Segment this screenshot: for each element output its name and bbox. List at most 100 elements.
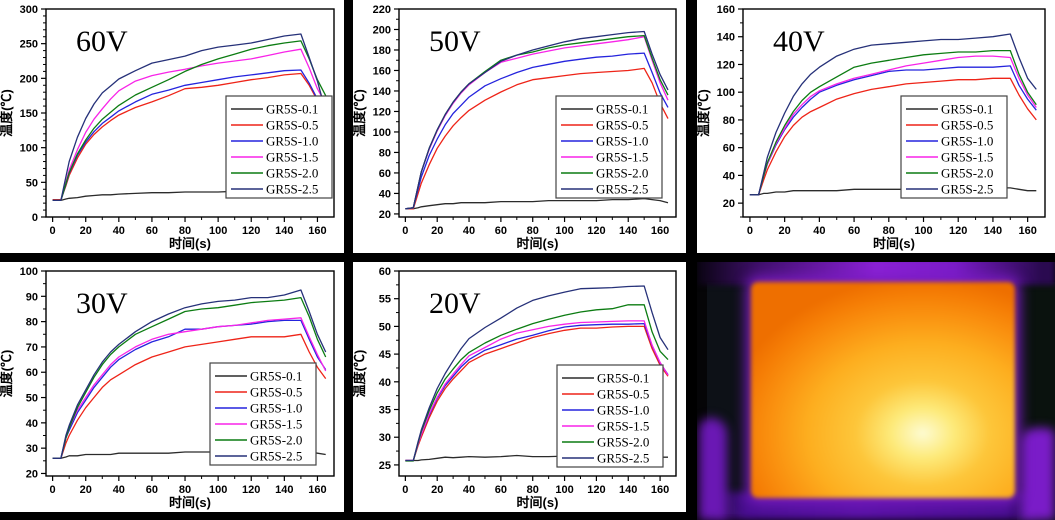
legend-label: GR5S-1.5	[266, 150, 318, 165]
legend: GR5S-0.1GR5S-0.5GR5S-1.0GR5S-1.5GR5S-2.0…	[900, 95, 1008, 199]
x-tick-label: 60	[848, 225, 860, 237]
plot-frame	[398, 8, 677, 218]
series-GR5S-0.5	[405, 67, 669, 210]
y-axis-label: 温度(℃)	[353, 350, 367, 398]
y-tick-label: 250	[20, 39, 38, 51]
plot-frame	[45, 270, 335, 477]
legend-label: GR5S-0.5	[250, 385, 302, 400]
y-tick-label: 50	[379, 321, 391, 333]
x-axis-label: 时间(s)	[169, 236, 211, 251]
thermal-right-clamp-blob	[1021, 428, 1055, 520]
legend-label: GR5S-0.5	[266, 118, 318, 133]
plot-frame	[398, 270, 677, 477]
legend: GR5S-0.1GR5S-0.5GR5S-1.0GR5S-1.5GR5S-2.0…	[225, 95, 333, 199]
y-tick-label: 140	[717, 32, 735, 44]
y-tick-label: 60	[26, 367, 38, 379]
x-tick-label: 120	[587, 484, 605, 496]
chart-40v: 0 20 40 60 80 100 120 140 160 20 40 60 80 100 120 140 16…	[697, 0, 1055, 253]
x-tick-label: 0	[402, 484, 408, 496]
legend-label: GR5S-1.5	[941, 150, 993, 165]
y-tick-label: 50	[26, 393, 38, 405]
x-tick-label: 120	[242, 225, 260, 237]
legend-label: GR5S-2.5	[941, 182, 993, 197]
y-tick-label: 80	[26, 317, 38, 329]
x-axis-label: 时间(s)	[873, 236, 915, 251]
x-tick-label: 60	[146, 484, 158, 496]
y-axis-label: 温度(℃)	[697, 89, 711, 137]
x-axis-label: 时间(s)	[517, 495, 559, 510]
y-axis: 20 40 60 80 100 120 140 160 180 200 220	[373, 4, 399, 221]
x-tick-label: 120	[949, 225, 967, 237]
x-tick-label: 160	[651, 484, 669, 496]
series-GR5S-2.0	[749, 49, 1037, 196]
x-tick-label: 100	[209, 225, 227, 237]
y-tick-label: 200	[20, 73, 38, 85]
x-tick-label: 0	[50, 484, 56, 496]
series-GR5S-1.0	[405, 52, 669, 210]
x-tick-label: 40	[113, 225, 125, 237]
x-tick-label: 140	[619, 484, 637, 496]
chart-title: 60V	[76, 25, 128, 58]
x-tick-label: 140	[275, 484, 293, 496]
x-tick-label: 40	[813, 225, 825, 237]
x-tick-label: 80	[527, 484, 539, 496]
x-tick-label: 160	[308, 225, 326, 237]
series-GR5S-2.5	[405, 30, 669, 210]
series-GR5S-0.1	[405, 197, 669, 210]
x-tick-label: 80	[527, 225, 539, 237]
y-tick-label: 80	[723, 115, 735, 127]
legend: GR5S-0.1GR5S-0.5GR5S-1.0GR5S-1.5GR5S-2.0…	[209, 362, 317, 466]
y-axis-label: 温度(℃)	[0, 350, 14, 398]
series-GR5S-2.5	[749, 33, 1037, 196]
x-tick-label: 60	[146, 225, 158, 237]
y-axis-label: 温度(℃)	[0, 89, 14, 137]
y-tick-label: 60	[379, 266, 391, 278]
x-tick-label: 140	[984, 225, 1002, 237]
chart-50v: 0 20 40 60 80 100 120 140 160 20 40 60 80 100 120 140 16…	[353, 0, 686, 253]
y-tick-label: 30	[26, 443, 38, 455]
y-tick-label: 100	[20, 143, 38, 155]
chart-title: 50V	[429, 25, 481, 58]
legend-label: GR5S-0.1	[941, 102, 993, 117]
x-tick-label: 160	[1018, 225, 1036, 237]
x-tick-label: 160	[651, 225, 669, 237]
y-tick-label: 100	[20, 266, 38, 278]
legend-label: GR5S-0.1	[597, 371, 649, 386]
chart-title: 40V	[773, 25, 825, 58]
x-tick-label: 20	[80, 225, 92, 237]
y-tick-label: 40	[379, 188, 391, 200]
y-axis: 20 40 60 80 100 120 140 160	[717, 4, 743, 218]
legend-label: GR5S-2.5	[597, 451, 649, 466]
legend-label: GR5S-0.1	[266, 102, 318, 117]
legend-label: GR5S-1.0	[266, 134, 318, 149]
legend-label: GR5S-1.5	[596, 150, 648, 165]
legend-label: GR5S-1.5	[250, 417, 302, 432]
x-tick-label: 120	[242, 484, 260, 496]
x-tick-label: 0	[402, 225, 408, 237]
x-axis: 0 20 40 60 80 100 120 140 160	[50, 476, 327, 496]
y-tick-label: 20	[26, 468, 38, 480]
chart-60v: 0 20 40 60 80 100 120 140 160 0 50 100 150 200 250 300 6…	[0, 0, 344, 253]
thermal-top-purple-glow	[697, 262, 1055, 285]
chart-title: 20V	[429, 287, 481, 320]
y-tick-label: 90	[26, 291, 38, 303]
x-tick-label: 20	[80, 484, 92, 496]
legend-label: GR5S-2.0	[941, 166, 993, 181]
y-tick-label: 55	[379, 294, 391, 306]
series-GR5S-0.5	[405, 325, 669, 462]
y-axis: 20 30 40 50 60 70 80 90 100	[20, 266, 46, 480]
y-tick-label: 160	[373, 65, 391, 77]
x-tick-label: 80	[179, 225, 191, 237]
y-tick-label: 60	[723, 143, 735, 155]
x-tick-label: 0	[50, 225, 56, 237]
thermal-hot-area	[751, 282, 1015, 498]
legend-label: GR5S-1.5	[597, 419, 649, 434]
y-tick-label: 35	[379, 405, 391, 417]
y-tick-label: 220	[373, 4, 391, 16]
series-GR5S-2.5	[405, 285, 669, 462]
x-axis: 0 20 40 60 80 100 120 140 160	[402, 217, 669, 237]
y-tick-label: 45	[379, 349, 391, 361]
legend-label: GR5S-1.0	[597, 403, 649, 418]
series-GR5S-1.5	[405, 320, 669, 462]
legend-label: GR5S-0.5	[941, 118, 993, 133]
